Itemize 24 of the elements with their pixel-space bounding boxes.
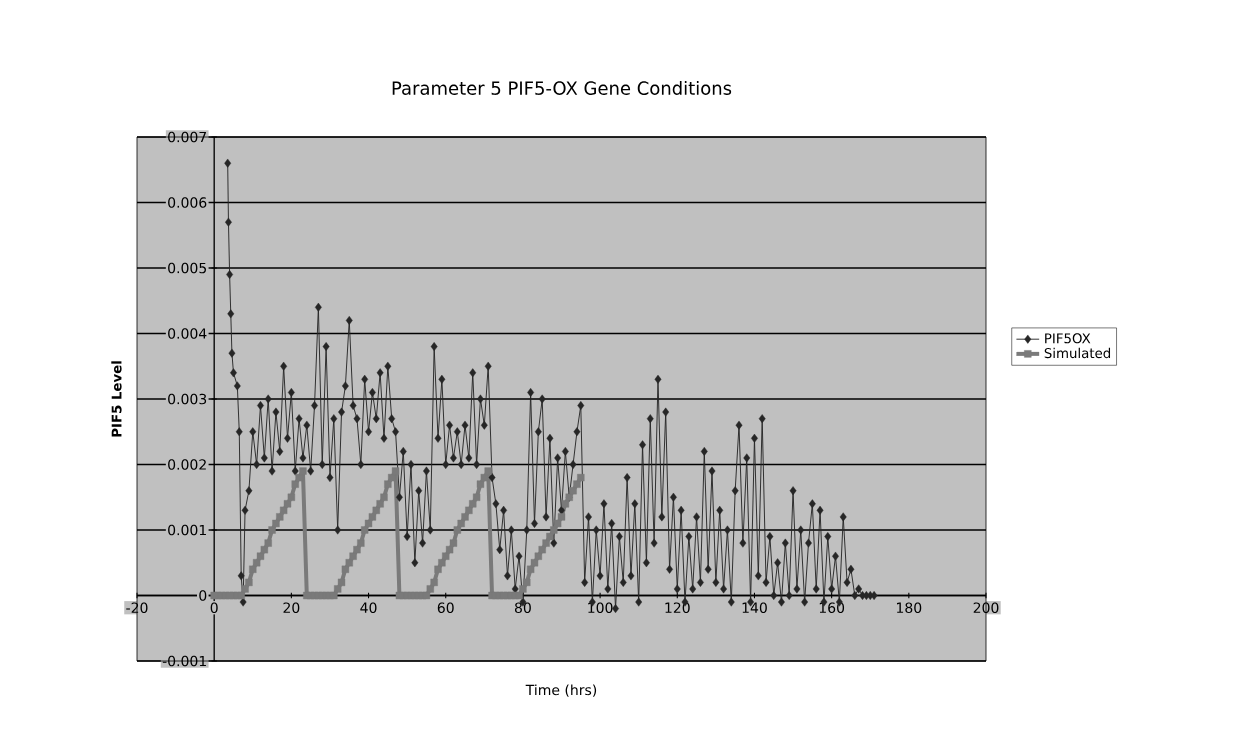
y-tick-label: 0.003 <box>168 393 207 405</box>
x-tick-label: 200 <box>973 602 999 614</box>
y-tick-label: 0.006 <box>168 197 207 208</box>
x-tick-label: 80 <box>514 602 531 614</box>
y-tick-label: 0.007 <box>168 131 207 143</box>
y-tick-label: 0 <box>199 590 207 601</box>
y-tick-label: 0.002 <box>168 459 206 470</box>
x-tick-label: 20 <box>283 602 300 614</box>
legend-label: PIF5OX <box>1045 333 1091 344</box>
x-tick-label: 60 <box>437 602 454 614</box>
y-tick-label: -0.001 <box>162 655 206 667</box>
y-axis-title: PIF5 Level <box>111 361 122 437</box>
x-tick-label: 140 <box>742 602 767 614</box>
x-tick-label: 0 <box>210 602 218 614</box>
y-tick-label: 0.005 <box>168 262 207 274</box>
x-tick-label: -20 <box>126 602 148 614</box>
x-tick-label: 180 <box>896 602 922 614</box>
x-tick-label: 100 <box>588 602 613 614</box>
y-tick-label: 0.004 <box>168 328 207 339</box>
x-axis-title: Time (hrs) <box>525 684 597 697</box>
x-tick-label: 40 <box>360 602 377 614</box>
legend-label: Simulated <box>1044 347 1111 359</box>
y-tick-label: 0.001 <box>168 524 206 536</box>
chart-title: Parameter 5 PIF5-OX Gene Conditions <box>392 81 732 95</box>
